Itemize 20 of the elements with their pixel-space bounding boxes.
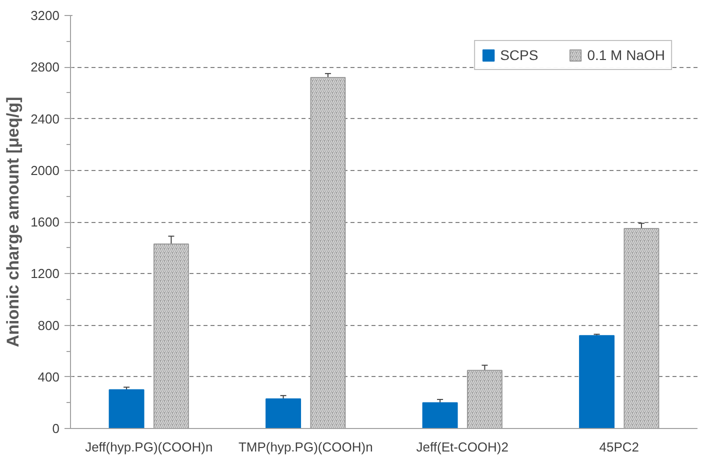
legend-label: SCPS	[500, 47, 538, 63]
bar	[579, 335, 615, 428]
bar	[108, 389, 144, 428]
y-tick-label: 0	[52, 421, 60, 436]
x-tick-label: Jeff(hyp.PG)(COOH)n	[85, 440, 213, 454]
y-tick-label: 800	[38, 318, 60, 333]
x-tick-label: 45PC2	[599, 440, 639, 454]
y-axis-title: Anionic charge amount [μeq/g]	[4, 96, 23, 348]
y-tick-label: 2400	[30, 111, 60, 126]
y-tick-label: 1200	[30, 266, 60, 282]
y-tick-label: 1600	[30, 214, 60, 230]
bar	[266, 398, 302, 428]
y-tick-label: 2800	[30, 60, 60, 75]
bar	[422, 402, 458, 428]
y-tick-label: 2000	[30, 162, 60, 178]
legend-label: 0.1 M NaOH	[587, 47, 665, 63]
y-tick-label: 3200	[30, 8, 60, 23]
y-tick-label: 400	[38, 369, 60, 384]
x-tick-label: TMP(hyp.PG)(COOH)n	[238, 440, 373, 454]
x-tick-label: Jeff(Et-COOH)2	[416, 440, 508, 454]
